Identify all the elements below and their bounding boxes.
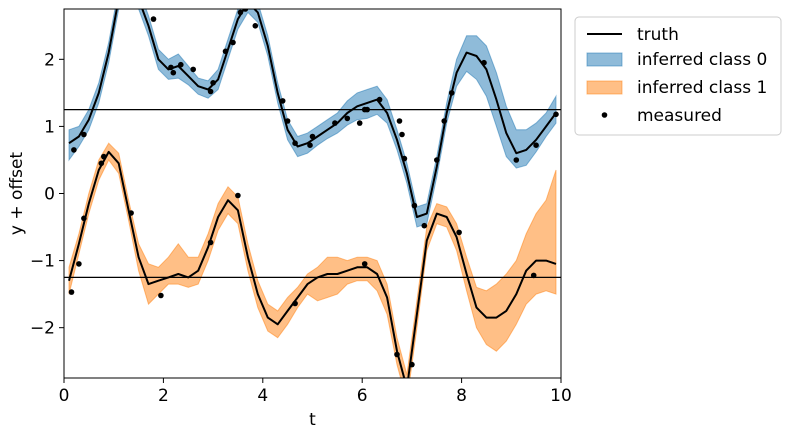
measured-point	[481, 59, 487, 66]
measured-point	[170, 69, 177, 76]
measured-point	[128, 210, 134, 216]
legend: truth inferred class 0 inferred class 1 …	[574, 16, 782, 136]
measured-point	[242, 9, 249, 12]
measured-point	[456, 229, 462, 236]
measured-point	[207, 88, 214, 95]
measured-point	[356, 120, 363, 126]
legend-class0-label: inferred class 0	[637, 50, 767, 70]
measured-point	[284, 118, 291, 124]
measured-point	[178, 61, 184, 68]
truth-lines-layer	[68, 9, 557, 378]
measured-point	[68, 289, 75, 295]
measured-point	[533, 142, 539, 148]
measured-point	[101, 153, 107, 160]
measured-point	[292, 140, 298, 146]
bands-layer	[68, 9, 557, 378]
legend-frame	[574, 16, 782, 136]
measured-point	[344, 115, 351, 122]
measured-point	[71, 147, 77, 153]
y-axis-label: y + offset	[7, 152, 27, 236]
measured-point	[158, 292, 164, 299]
measured-point	[307, 142, 313, 148]
y-axis-ticks: −2 −1 0 1 2	[30, 50, 64, 339]
measured-point	[210, 80, 216, 86]
measured-point	[421, 222, 428, 229]
truth-line-1	[68, 150, 557, 378]
measured-points-layer	[68, 9, 559, 368]
measured-point	[434, 157, 440, 163]
x-tick-label: 4	[257, 386, 268, 406]
y-tick-label: 1	[44, 117, 55, 137]
measured-point	[81, 131, 87, 138]
measured-point	[553, 111, 559, 118]
measured-point	[279, 98, 286, 104]
measured-point	[230, 39, 236, 46]
measured-point	[364, 106, 371, 113]
measured-point	[448, 90, 455, 96]
x-tick-label: 10	[550, 386, 572, 406]
measured-point	[394, 351, 400, 358]
measured-point	[150, 16, 157, 22]
measured-point	[409, 361, 415, 368]
measured-point	[513, 157, 520, 163]
measured-point	[235, 192, 241, 199]
x-tick-label: 2	[158, 386, 169, 406]
measured-point	[396, 118, 403, 124]
x-axis-label: t	[309, 410, 316, 430]
x-tick-label: 0	[59, 386, 70, 406]
measured-point	[401, 155, 408, 162]
x-tick-label: 8	[456, 386, 467, 406]
measured-point	[399, 131, 405, 138]
x-tick-label: 6	[357, 386, 368, 406]
legend-measured-marker	[601, 112, 608, 118]
measured-point	[222, 48, 229, 55]
measured-point	[530, 272, 537, 279]
measured-point	[332, 120, 338, 126]
measured-point	[361, 261, 368, 267]
y-tick-label: 0	[44, 185, 55, 205]
band-class-1	[68, 142, 557, 378]
measured-point	[376, 96, 383, 103]
measured-point	[168, 64, 174, 71]
y-tick-label: −1	[30, 252, 55, 272]
y-tick-label: −2	[30, 319, 55, 339]
measured-point	[76, 261, 82, 267]
measured-point	[441, 118, 448, 124]
x-axis-ticks: 0 2 4 6 8 10	[59, 378, 572, 406]
legend-measured-label: measured	[637, 106, 722, 126]
measured-point	[207, 239, 214, 246]
measured-point	[237, 9, 244, 16]
legend-class0-swatch	[586, 52, 623, 67]
measured-point	[292, 300, 298, 307]
measured-point	[411, 202, 418, 209]
y-tick-label: 2	[44, 50, 55, 70]
truth-line-0	[68, 9, 557, 218]
measured-point	[81, 215, 87, 222]
measured-point	[309, 133, 316, 140]
band-class-0	[68, 9, 557, 228]
legend-truth-label: truth	[637, 25, 679, 45]
measured-point	[252, 23, 259, 29]
measured-point	[98, 160, 105, 167]
legend-class1-label: inferred class 1	[637, 78, 767, 98]
measured-point	[190, 66, 196, 73]
legend-class1-swatch	[586, 80, 623, 95]
